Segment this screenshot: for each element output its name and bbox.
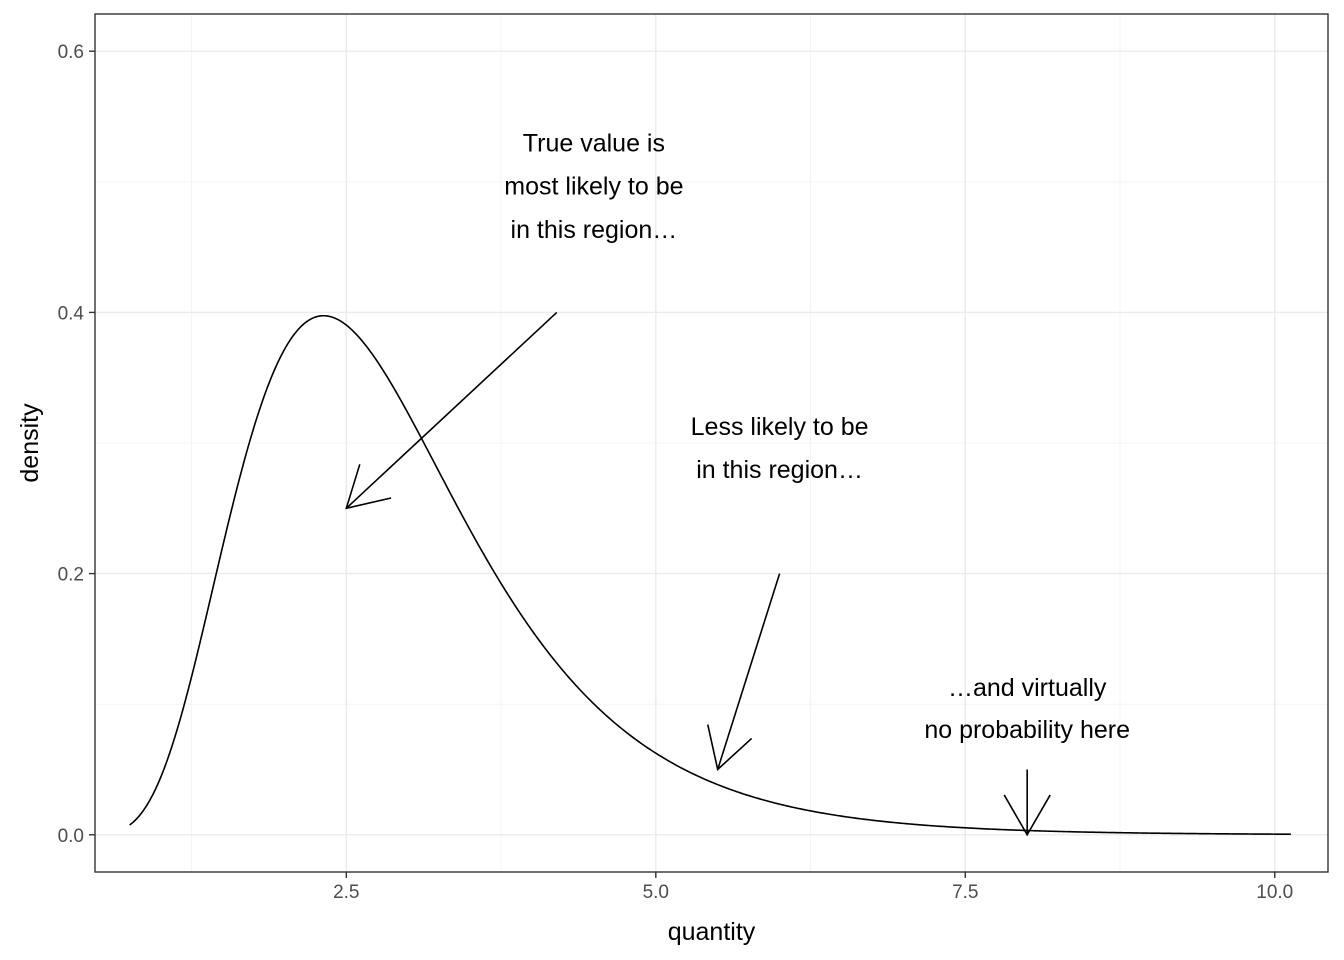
- annotation-1-line-1: True value is: [523, 130, 665, 158]
- annotation-3-arrow-head: [1003, 794, 1051, 837]
- x-tick-label: 7.5: [952, 882, 978, 903]
- annotations-layer: True value is most likely to be in this re…: [345, 130, 1130, 837]
- annotation-2-line-1: Less likely to be: [691, 413, 869, 441]
- annotation-1-arrow-shaft: [345, 311, 558, 509]
- annotation-1-line-3: in this region…: [511, 216, 678, 244]
- density-curve-layer: [129, 314, 1291, 836]
- y-tick-label: 0.4: [58, 303, 85, 324]
- x-axis-title: quantity: [668, 918, 756, 946]
- annotation-1-line-2: most likely to be: [504, 173, 683, 201]
- x-tick-label: 2.5: [333, 882, 359, 903]
- annotation-3-line-2: no probability here: [924, 716, 1130, 744]
- y-tick-label: 0.2: [58, 565, 84, 586]
- annotation-1-arrow-head: [345, 464, 392, 510]
- grid-lines: [95, 14, 1328, 872]
- x-tick-label: 10.0: [1256, 882, 1293, 903]
- y-tick-label: 0.6: [58, 42, 84, 63]
- annotation-2-line-2: in this region…: [696, 456, 863, 484]
- x-tick-label: 5.0: [643, 882, 669, 903]
- y-tick-label: 0.0: [58, 826, 84, 847]
- density-curve: [129, 314, 1291, 836]
- annotation-2-arrow-shaft: [716, 573, 781, 770]
- annotation-3-line-1: …and virtually: [948, 674, 1107, 702]
- axes-layer: 2.5 5.0 7.5 10.0 0.0 0.2 0.4 0.6: [58, 42, 1294, 903]
- panel-border: [94, 13, 1329, 873]
- y-axis-title: density: [16, 403, 44, 483]
- annotation-2-arrow-head: [706, 724, 753, 772]
